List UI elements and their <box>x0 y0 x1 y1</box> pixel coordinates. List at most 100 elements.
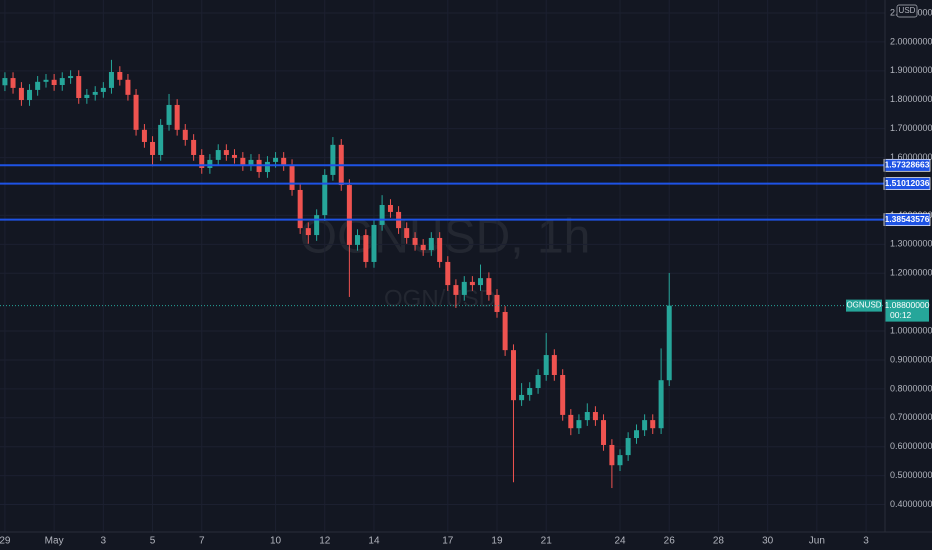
candle-body <box>666 305 672 381</box>
x-tick-label: 19 <box>491 536 503 547</box>
level-label: 1.38543576 <box>885 214 930 224</box>
candle-body <box>68 76 74 79</box>
last-price-label: 1.08800000 <box>885 300 930 310</box>
candle-body <box>371 224 377 262</box>
candle-body <box>642 420 648 431</box>
x-tick-label: 10 <box>270 536 282 547</box>
candle-body <box>158 124 164 155</box>
candle-body <box>182 129 188 140</box>
candle-body <box>461 281 467 295</box>
candle-body <box>215 150 221 160</box>
candle-body <box>305 228 311 236</box>
grid <box>0 0 885 532</box>
candle-body <box>527 388 533 395</box>
candle-body <box>560 375 566 415</box>
candle-body <box>535 375 541 389</box>
candle-body <box>100 87 106 92</box>
level-label-box <box>883 213 931 226</box>
x-tick-label: 3 <box>101 536 107 547</box>
candle-body <box>125 79 131 95</box>
candle-body <box>240 157 246 166</box>
level-label: 1.51012036 <box>885 178 930 188</box>
candle-body <box>478 278 484 286</box>
candle-body <box>18 87 24 101</box>
candle-body <box>379 204 385 225</box>
candle-body <box>363 235 369 262</box>
overlay: 2.100000002.000000001.900000001.80000000… <box>0 4 932 547</box>
candle-body <box>174 104 180 130</box>
candle-body <box>634 430 640 439</box>
candle-body <box>387 204 393 212</box>
candle-body <box>207 159 213 168</box>
candle-body <box>133 94 139 130</box>
candle-body <box>141 129 147 142</box>
candle-body <box>84 94 90 99</box>
candle-body <box>519 394 525 401</box>
candle-body <box>51 79 57 86</box>
candle-body <box>502 311 508 351</box>
symbol-box <box>846 299 882 312</box>
candle-body <box>568 414 574 429</box>
candle-body <box>617 455 623 466</box>
candle-body <box>625 438 631 456</box>
candle-body <box>10 78 16 88</box>
candle-body <box>592 412 598 421</box>
candle-body <box>453 285 459 295</box>
candle-body <box>117 71 123 80</box>
candle-body <box>412 237 418 245</box>
last-price-box <box>885 299 929 322</box>
candle-body <box>510 350 516 401</box>
candle-body <box>420 244 426 251</box>
candle-body <box>281 157 287 166</box>
candle-body <box>231 154 237 158</box>
candle-body <box>551 355 557 376</box>
x-tick-label: 26 <box>664 536 676 547</box>
candle-body <box>428 237 434 251</box>
x-tick-label: 3 <box>863 536 869 547</box>
candle-body <box>248 159 254 166</box>
candle-body <box>445 261 451 286</box>
y-tick-label: 1.30000000 <box>890 239 932 249</box>
candle-body <box>76 76 82 99</box>
x-tick-label: Jun <box>809 536 825 547</box>
candle-body <box>166 104 172 125</box>
y-tick-label: 1.20000000 <box>890 268 932 278</box>
level-label-box <box>883 158 931 172</box>
x-tick-label: 14 <box>368 536 380 547</box>
candle-body <box>658 380 664 429</box>
candle-body <box>2 78 8 86</box>
candle-body <box>609 444 615 466</box>
y-tick-label: 0.40000000 <box>890 499 932 509</box>
candle-body <box>191 139 197 155</box>
x-tick-label: 12 <box>319 536 331 547</box>
candle-body <box>314 215 320 236</box>
candle-body <box>35 81 41 90</box>
candle-body <box>486 278 492 295</box>
candle-body <box>199 154 205 168</box>
x-tick-label: 21 <box>541 536 553 547</box>
candle-body <box>437 237 443 262</box>
x-tick-label: 30 <box>762 536 774 547</box>
candle-body <box>92 91 98 95</box>
symbol-label: OGNUSD <box>846 301 881 310</box>
candle-body <box>43 79 49 82</box>
x-tick-label: May <box>45 536 64 547</box>
candle-body <box>404 228 410 238</box>
candle-body <box>322 174 328 216</box>
countdown: 00:12 <box>890 310 912 320</box>
currency-box <box>896 4 918 18</box>
candle-body <box>330 144 336 175</box>
candle-body <box>584 412 590 421</box>
